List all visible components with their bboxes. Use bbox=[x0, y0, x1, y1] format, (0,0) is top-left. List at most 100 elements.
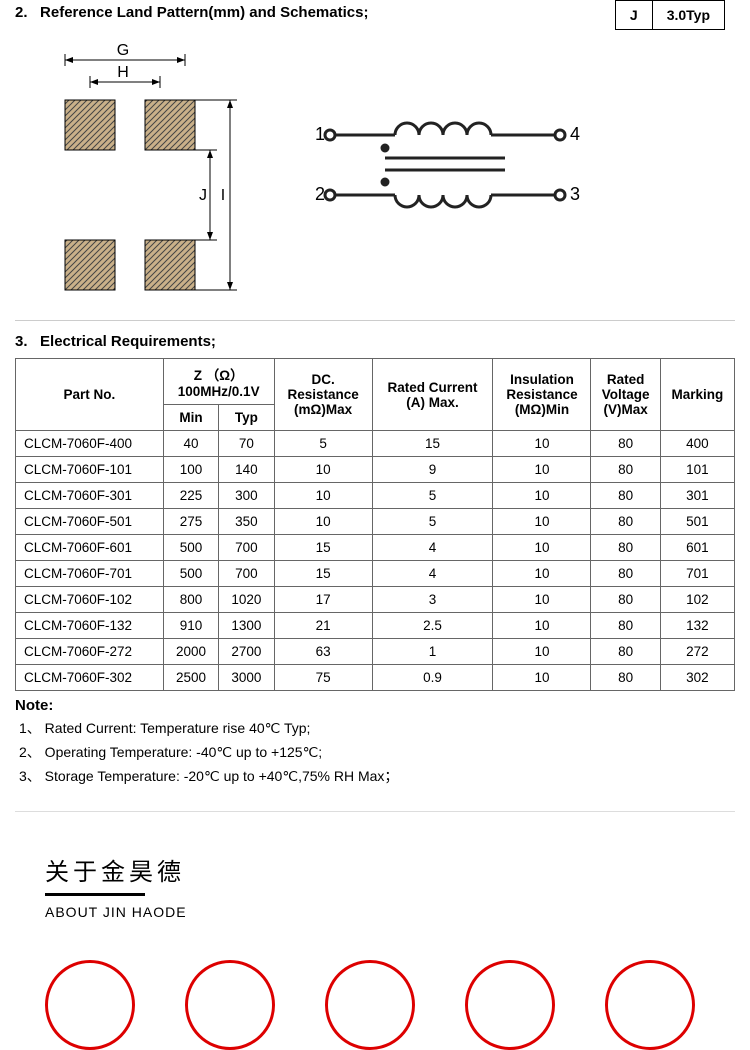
schematic-diagram: 1 4 2 3 bbox=[305, 100, 585, 240]
note-line: 3、 Storage Temperature: -20℃ up to +40℃,… bbox=[15, 766, 735, 786]
cell-typ: 2700 bbox=[219, 639, 274, 665]
stat-circle bbox=[605, 960, 695, 1050]
cell-min: 275 bbox=[163, 509, 218, 535]
cell-voltage: 80 bbox=[591, 561, 660, 587]
cell-typ: 350 bbox=[219, 509, 274, 535]
th-z-typ: Typ bbox=[219, 405, 274, 431]
cell-voltage: 80 bbox=[591, 509, 660, 535]
cell-marking: 101 bbox=[660, 457, 734, 483]
cell-dc: 10 bbox=[274, 457, 372, 483]
cell-marking: 272 bbox=[660, 639, 734, 665]
about-heading-cn: 关于金昊德 bbox=[45, 852, 735, 887]
cell-current: 2.5 bbox=[372, 613, 493, 639]
cell-partno: CLCM-7060F-301 bbox=[16, 483, 164, 509]
section3-number: 3. bbox=[15, 333, 28, 350]
cell-dc: 10 bbox=[274, 483, 372, 509]
table-row: CLCM-7060F-272200027006311080272 bbox=[16, 639, 735, 665]
pin-2: 2 bbox=[315, 184, 325, 204]
cell-voltage: 80 bbox=[591, 639, 660, 665]
cell-typ: 1300 bbox=[219, 613, 274, 639]
cell-typ: 3000 bbox=[219, 665, 274, 691]
section-divider bbox=[15, 811, 735, 812]
cell-current: 15 bbox=[372, 431, 493, 457]
th-current: Rated Current (A) Max. bbox=[372, 359, 493, 431]
cell-insulation: 10 bbox=[493, 535, 591, 561]
label-i: I bbox=[221, 187, 225, 204]
cell-marking: 701 bbox=[660, 561, 734, 587]
section3-title: 3. Electrical Requirements; bbox=[15, 333, 735, 350]
diagrams-container: G H J I bbox=[15, 30, 735, 321]
cell-insulation: 10 bbox=[493, 457, 591, 483]
cell-current: 4 bbox=[372, 561, 493, 587]
label-g: G bbox=[117, 42, 129, 59]
dim-value: 3.0Typ bbox=[652, 1, 724, 30]
cell-min: 2000 bbox=[163, 639, 218, 665]
land-pattern-diagram: G H J I bbox=[45, 40, 245, 300]
note-line: 1、 Rated Current: Temperature rise 40℃ T… bbox=[15, 718, 735, 738]
cell-partno: CLCM-7060F-101 bbox=[16, 457, 164, 483]
cell-voltage: 80 bbox=[591, 457, 660, 483]
th-insulation: Insulation Resistance (MΩ)Min bbox=[493, 359, 591, 431]
cell-insulation: 10 bbox=[493, 431, 591, 457]
cell-partno: CLCM-7060F-701 bbox=[16, 561, 164, 587]
table-row: CLCM-7060F-1011001401091080101 bbox=[16, 457, 735, 483]
cell-voltage: 80 bbox=[591, 431, 660, 457]
cell-dc: 75 bbox=[274, 665, 372, 691]
cell-voltage: 80 bbox=[591, 665, 660, 691]
cell-current: 5 bbox=[372, 483, 493, 509]
cell-insulation: 10 bbox=[493, 639, 591, 665]
cell-insulation: 10 bbox=[493, 665, 591, 691]
note-line: 2、 Operating Temperature: -40℃ up to +12… bbox=[15, 742, 735, 762]
stat-circle bbox=[465, 960, 555, 1050]
cell-partno: CLCM-7060F-132 bbox=[16, 613, 164, 639]
cell-insulation: 10 bbox=[493, 483, 591, 509]
cell-insulation: 10 bbox=[493, 561, 591, 587]
cell-min: 2500 bbox=[163, 665, 218, 691]
notes-title: Note: bbox=[15, 697, 735, 714]
cell-min: 500 bbox=[163, 535, 218, 561]
th-marking: Marking bbox=[660, 359, 734, 431]
cell-insulation: 10 bbox=[493, 509, 591, 535]
cell-marking: 400 bbox=[660, 431, 734, 457]
cell-min: 910 bbox=[163, 613, 218, 639]
table-row: CLCM-7060F-30225003000750.91080302 bbox=[16, 665, 735, 691]
th-partno: Part No. bbox=[16, 359, 164, 431]
cell-min: 800 bbox=[163, 587, 218, 613]
cell-typ: 140 bbox=[219, 457, 274, 483]
cell-typ: 1020 bbox=[219, 587, 274, 613]
table-row: CLCM-7060F-40040705151080400 bbox=[16, 431, 735, 457]
cell-current: 9 bbox=[372, 457, 493, 483]
th-z-min: Min bbox=[163, 405, 218, 431]
table-row: CLCM-7060F-10280010201731080102 bbox=[16, 587, 735, 613]
section3-text: Electrical Requirements; bbox=[40, 333, 216, 350]
pin-4: 4 bbox=[570, 124, 580, 144]
stat-circles-row bbox=[45, 960, 735, 1050]
cell-marking: 601 bbox=[660, 535, 734, 561]
cell-current: 5 bbox=[372, 509, 493, 535]
cell-partno: CLCM-7060F-272 bbox=[16, 639, 164, 665]
table-row: CLCM-7060F-3012253001051080301 bbox=[16, 483, 735, 509]
th-voltage: Rated Voltage (V)Max bbox=[591, 359, 660, 431]
cell-marking: 301 bbox=[660, 483, 734, 509]
table-row: CLCM-7060F-1329101300212.51080132 bbox=[16, 613, 735, 639]
cell-dc: 21 bbox=[274, 613, 372, 639]
section2-number: 2. bbox=[15, 4, 28, 21]
th-z: Z （Ω） 100MHz/0.1V bbox=[163, 359, 274, 405]
cell-min: 500 bbox=[163, 561, 218, 587]
pin-3: 3 bbox=[570, 184, 580, 204]
dim-label: J bbox=[615, 1, 652, 30]
label-j: J bbox=[199, 187, 207, 204]
stat-circle bbox=[185, 960, 275, 1050]
electrical-requirements-table: Part No. Z （Ω） 100MHz/0.1V DC. Resistanc… bbox=[15, 358, 735, 691]
cell-min: 225 bbox=[163, 483, 218, 509]
cell-typ: 700 bbox=[219, 535, 274, 561]
label-h: H bbox=[117, 64, 129, 81]
cell-current: 1 bbox=[372, 639, 493, 665]
cell-marking: 501 bbox=[660, 509, 734, 535]
cell-partno: CLCM-7060F-501 bbox=[16, 509, 164, 535]
cell-voltage: 80 bbox=[591, 613, 660, 639]
cell-dc: 17 bbox=[274, 587, 372, 613]
cell-insulation: 10 bbox=[493, 587, 591, 613]
cell-partno: CLCM-7060F-601 bbox=[16, 535, 164, 561]
cell-current: 0.9 bbox=[372, 665, 493, 691]
